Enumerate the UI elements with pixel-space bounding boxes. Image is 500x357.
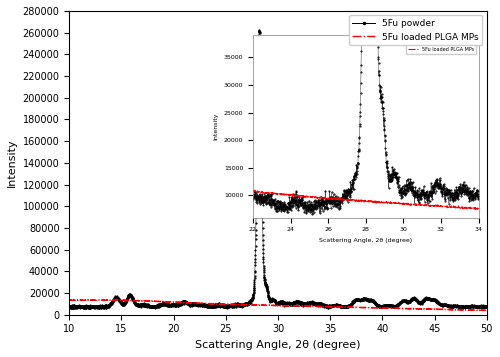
5Fu loaded PLGA MPs: [484, 308, 490, 313]
Line: 5Fu loaded PLGA MPs: 5Fu loaded PLGA MPs: [69, 300, 487, 311]
5Fu powder: [471, 304, 477, 308]
5Fu loaded PLGA MPs: [484, 308, 490, 312]
5Fu powder: [484, 304, 490, 308]
5Fu powder: [245, 301, 251, 305]
5Fu powder: [96, 306, 102, 310]
5Fu loaded PLGA MPs: [68, 298, 73, 302]
5Fu loaded PLGA MPs: [471, 308, 477, 312]
5Fu loaded PLGA MPs: [245, 302, 251, 307]
5Fu powder: [66, 303, 72, 308]
5Fu loaded PLGA MPs: [370, 306, 376, 310]
5Fu powder: [450, 303, 456, 307]
Legend: 5Fu powder, 5Fu loaded PLGA MPs: 5Fu powder, 5Fu loaded PLGA MPs: [348, 15, 482, 45]
Line: 5Fu powder: 5Fu powder: [68, 29, 488, 309]
5Fu powder: [256, 28, 262, 32]
5Fu powder: [370, 298, 376, 303]
5Fu loaded PLGA MPs: [450, 308, 456, 312]
5Fu powder: [242, 302, 248, 306]
X-axis label: Scattering Angle, 2θ (degree): Scattering Angle, 2θ (degree): [196, 340, 361, 350]
Y-axis label: Intensity: Intensity: [7, 139, 17, 187]
5Fu loaded PLGA MPs: [265, 303, 271, 307]
5Fu powder: [265, 291, 271, 295]
5Fu loaded PLGA MPs: [242, 302, 248, 307]
5Fu loaded PLGA MPs: [66, 298, 72, 302]
